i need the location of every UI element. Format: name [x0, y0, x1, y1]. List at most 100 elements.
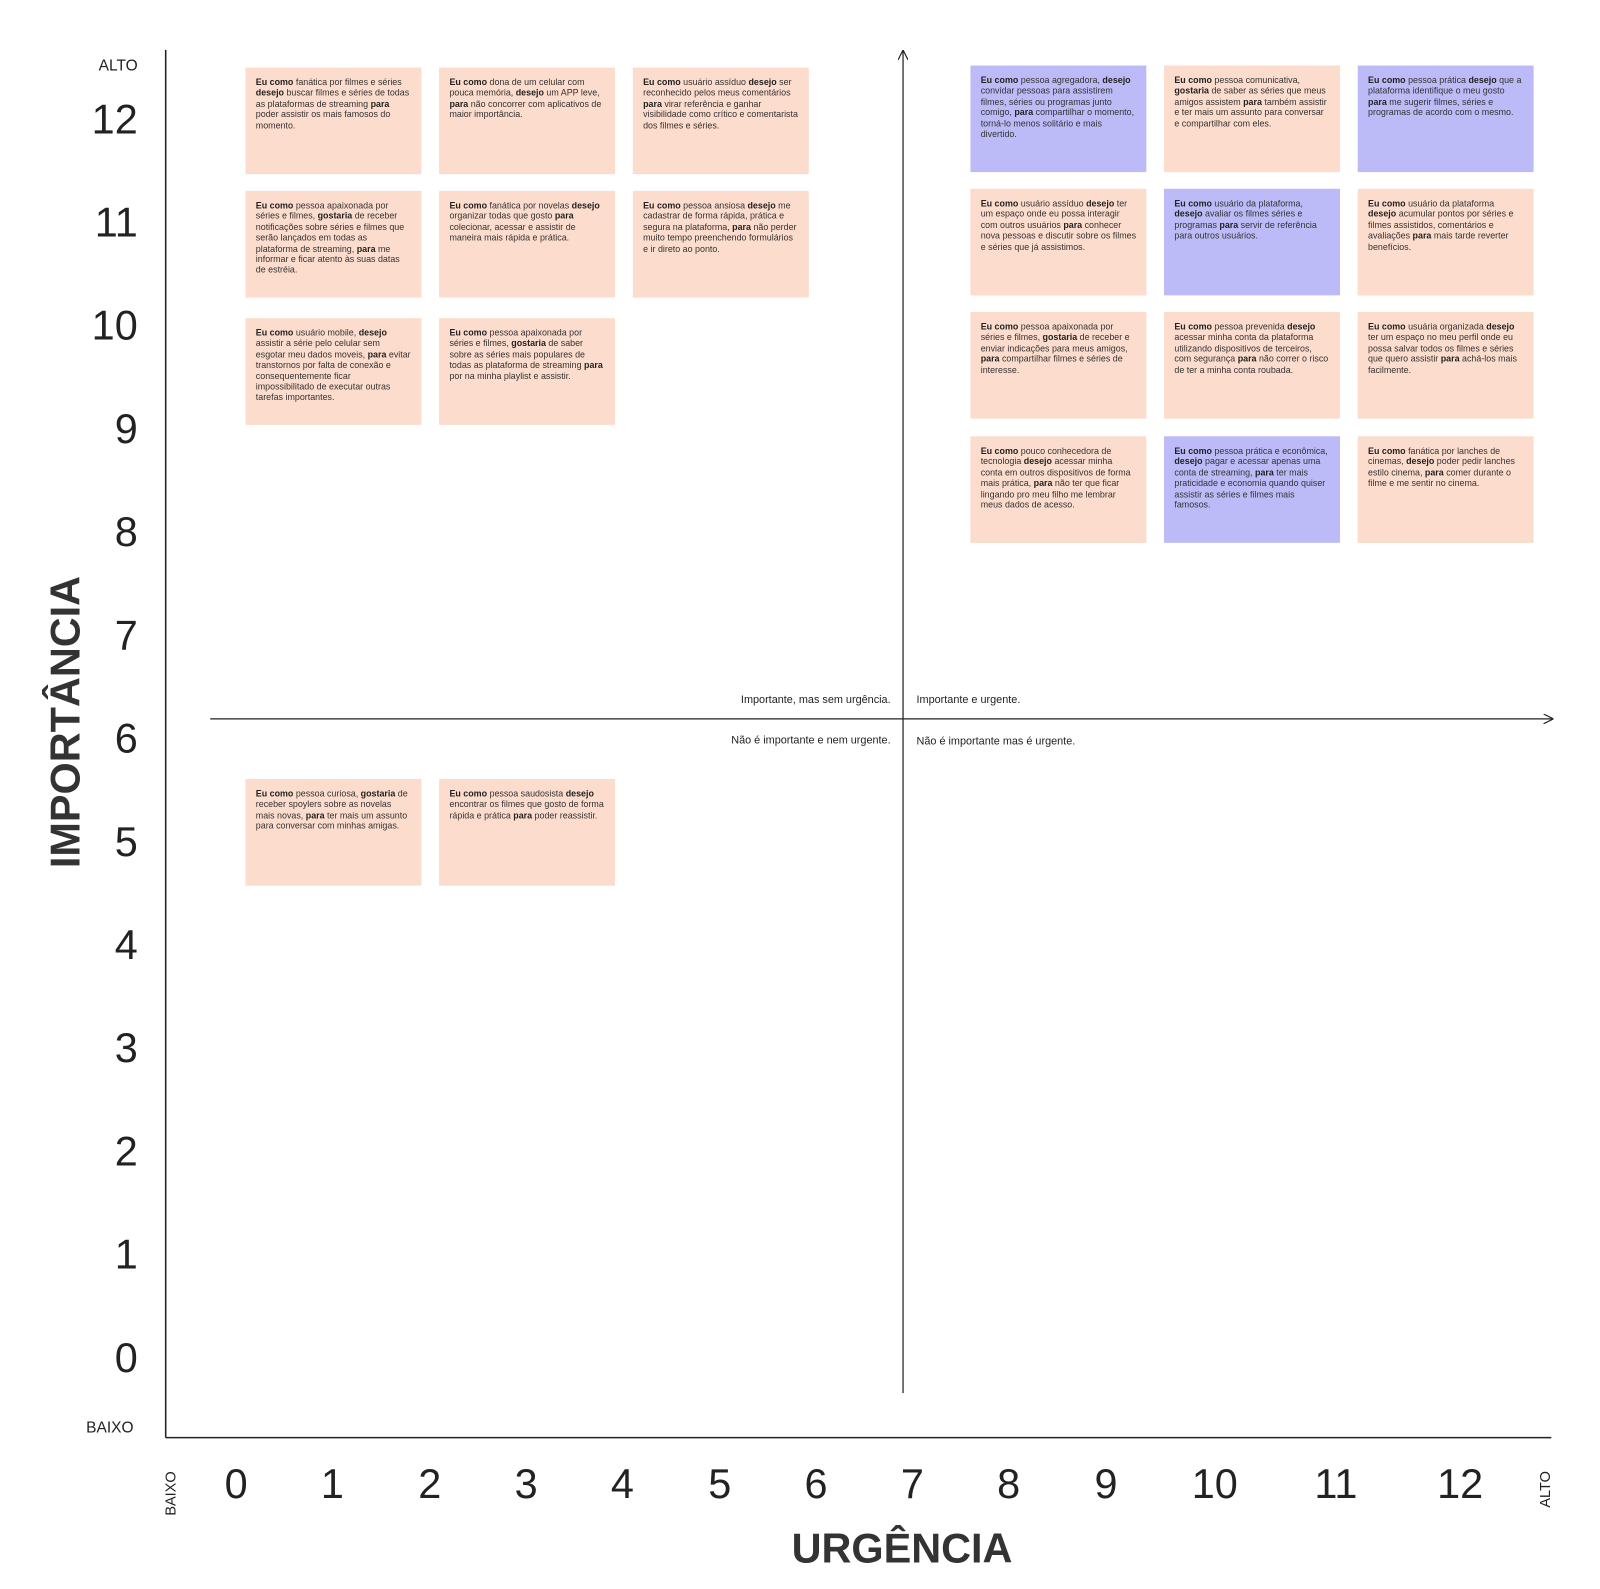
note-fragment: poder reassistir.: [532, 809, 598, 821]
note-fragment: convidar pessoas para assistirem filmes,…: [980, 85, 1113, 118]
note-fragment: pessoa agregadora,: [1018, 74, 1103, 86]
x-tick-label: 6: [805, 1461, 828, 1507]
keyword: desejo: [1468, 74, 1497, 86]
note-text: Eu como pessoa comunicativa, gostaria de…: [1164, 65, 1341, 173]
keyword: para: [1063, 219, 1083, 230]
sticky-note: Eu como fanática por novelas desejo orga…: [439, 190, 616, 298]
note-text: Eu como pessoa agregadora, desejo convid…: [970, 65, 1147, 173]
note-fragment: pessoa comunicativa,: [1211, 74, 1301, 86]
note-fragment: que a plataforma identifique o meu gosto: [1368, 74, 1522, 96]
y-high-label: ALTO: [99, 58, 138, 75]
note-fragment: acessar minha conta da plataforma utiliz…: [1174, 332, 1314, 364]
y-tick-label: 4: [115, 922, 138, 968]
note-fragment: poder assistir os mais famosos do moment…: [255, 109, 391, 131]
note-fragment: pessoa prática: [1405, 74, 1469, 86]
note-fragment: mais tarde reverter benefícios.: [1368, 230, 1509, 252]
note-fragment: avaliar os filmes séries e programas: [1174, 208, 1303, 230]
note-fragment: conhecer nova pessoas e discutir sobre o…: [980, 219, 1137, 252]
note-fragment: ter mais praticidade e economia quando q…: [1174, 467, 1326, 510]
note-fragment: ser reconhecido pelos meus comentários: [643, 76, 792, 98]
keyword: desejo: [747, 200, 776, 211]
keyword: para: [1033, 477, 1053, 489]
keyword: desejo: [1368, 208, 1397, 220]
sticky-note: Eu como pessoa comunicativa, gostaria de…: [1164, 65, 1341, 173]
note-fragment: ter um espaço no meu perfil onde eu poss…: [1368, 332, 1514, 364]
keyword: Eu como: [980, 445, 1019, 456]
keyword: Eu como: [1174, 197, 1212, 209]
keyword: Eu como: [1174, 321, 1212, 332]
keyword: desejo: [565, 788, 594, 799]
note-fragment: assistir a série pelo celular sem esgota…: [255, 338, 380, 360]
keyword: para: [732, 221, 751, 232]
note-fragment: fanática por novelas: [487, 200, 572, 211]
keyword: desejo: [1023, 456, 1052, 467]
sticky-note: Eu como usuário da plataforma, desejo av…: [1164, 188, 1341, 296]
sticky-note: Eu como pessoa prevenida desejo acessar …: [1164, 311, 1341, 419]
note-fragment: pouco conhecedora de tecnologia: [980, 445, 1112, 467]
note-fragment: me informar e ficar atento às suas datas…: [255, 243, 400, 276]
x-axis-title: URGÊNCIA: [792, 1525, 1013, 1571]
sticky-note: Eu como pouco conhecedora de tecnologia …: [970, 436, 1147, 543]
keyword: Eu como: [449, 200, 488, 211]
sticky-note: Eu como usuário assíduo desejo ser recon…: [632, 67, 809, 175]
keyword: para: [1243, 96, 1262, 107]
note-text: Eu como usuário assíduo desejo ser recon…: [632, 67, 809, 175]
note-text: Eu como pessoa curiosa, gostaria de rece…: [245, 778, 422, 886]
keyword: Eu como: [1368, 74, 1406, 86]
note-fragment: pessoa saudosista: [487, 788, 566, 799]
x-high-label: ALTO: [1538, 1471, 1554, 1508]
x-tick-label: 0: [225, 1461, 248, 1507]
y-low-label: BAIXO: [86, 1419, 133, 1436]
keyword: desejo: [1102, 74, 1131, 86]
keyword: desejo: [358, 327, 387, 338]
note-fragment: pessoa prática e econômica,: [1211, 445, 1328, 456]
note-text: Eu como usuário assíduo desejo ter um es…: [970, 188, 1147, 296]
keyword: Eu como: [449, 788, 488, 799]
note-fragment: pessoa apaixonada por séries e filmes,: [255, 200, 389, 222]
keyword: desejo: [255, 87, 284, 98]
keyword: para: [1237, 353, 1257, 364]
note-fragment: também assistir e ter mais um assunto pa…: [1174, 96, 1327, 129]
sticky-note: Eu como pessoa apaixonada por séries e f…: [245, 190, 422, 298]
note-fragment: de receber spoylers sobre as novelas mai…: [255, 788, 408, 821]
keyword: para: [584, 359, 603, 371]
note-text: Eu como usuário da plataforma desejo acu…: [1357, 188, 1534, 296]
keyword: Eu como: [255, 788, 294, 799]
keyword: para: [1368, 96, 1387, 107]
note-fragment: de receber e enviar indicações para meus…: [980, 332, 1130, 354]
note-fragment: não perder muito tempo preenchendo formu…: [643, 221, 797, 254]
y-tick-label: 9: [115, 406, 138, 452]
note-fragment: usuário da plataforma,: [1211, 197, 1303, 209]
note-fragment: não ter que ficar lingando pro meu filho…: [980, 477, 1120, 510]
note-text: Eu como pessoa saudosista desejo encontr…: [439, 778, 616, 886]
keyword: Eu como: [980, 197, 1019, 209]
note-fragment: de receber notificações sobre séries e f…: [255, 210, 405, 254]
note-fragment: de saber sobre as séries mais populares …: [449, 338, 585, 371]
keyword: desejo: [1406, 456, 1435, 467]
note-fragment: me cadastrar de forma rápida, prática e …: [643, 200, 791, 232]
note-fragment: me sugerir filmes, séries e programas de…: [1368, 96, 1514, 118]
note-fragment: buscar filmes e séries de todas as plata…: [255, 87, 410, 109]
note-fragment: pessoa apaixonada por séries e filmes,: [980, 321, 1114, 343]
note-text: Eu como usuária organizada desejo ter um…: [1357, 311, 1534, 419]
note-fragment: um APP leve,: [543, 87, 600, 98]
y-tick-label: 3: [115, 1025, 138, 1071]
x-low-label: BAIXO: [164, 1471, 180, 1515]
keyword: gostaria: [1174, 85, 1209, 96]
note-fragment: de saber as séries que meus amigos assis…: [1174, 85, 1326, 107]
quadrant-label: Não é importante e nem urgente.: [731, 735, 890, 747]
y-tick-label: 10: [92, 303, 138, 349]
keyword: para: [356, 243, 376, 254]
keyword: Eu como: [1174, 74, 1212, 86]
keyword: para: [1014, 107, 1034, 118]
sticky-note: Eu como pessoa agregadora, desejo convid…: [970, 65, 1147, 173]
note-fragment: ter mais um assunto para conversar com m…: [255, 809, 408, 831]
quadrant-label: Não é importante mas é urgente.: [917, 736, 1076, 748]
keyword: gostaria: [1042, 332, 1078, 343]
keyword: para: [370, 98, 390, 109]
sticky-note: Eu como pessoa ansiosa desejo me cadastr…: [632, 190, 809, 298]
x-tick-label: 10: [1192, 1461, 1238, 1507]
keyword: para: [1255, 467, 1274, 478]
